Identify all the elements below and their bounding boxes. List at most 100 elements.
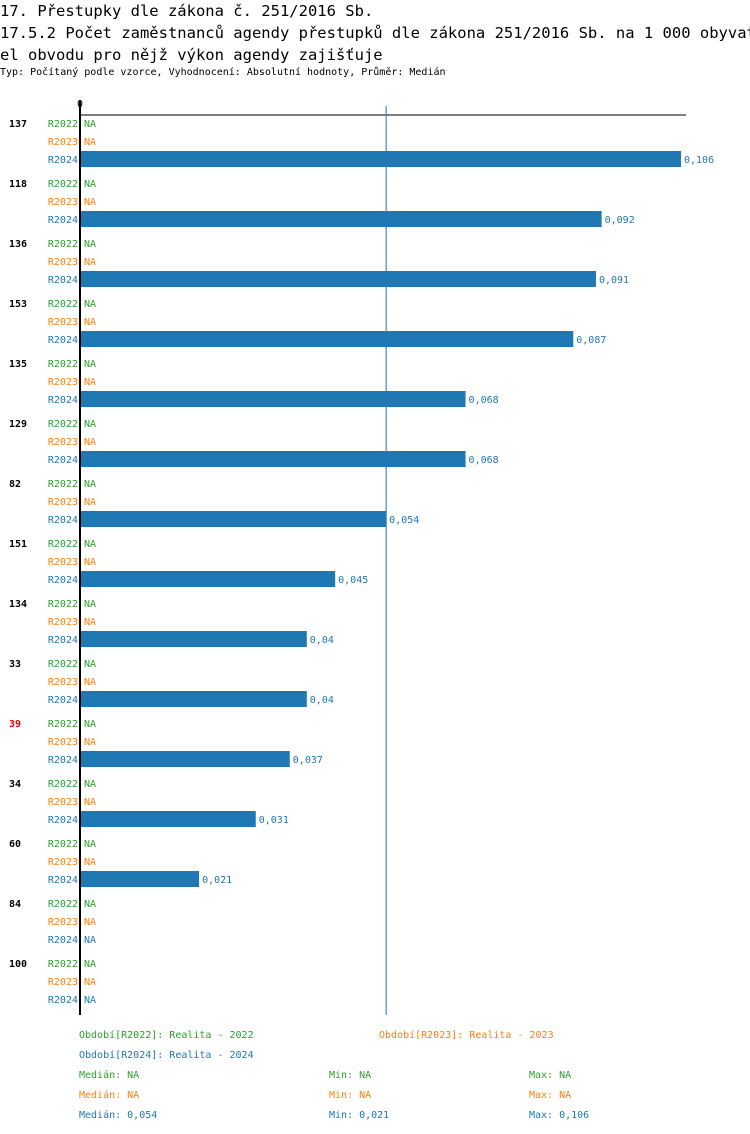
series-label: R2023 bbox=[48, 377, 78, 388]
stat-median-r2023: Medián: NA bbox=[79, 1090, 140, 1101]
series-label: R2022 bbox=[48, 119, 78, 130]
series-label: R2022 bbox=[48, 299, 78, 310]
bar-R2024-135 bbox=[80, 391, 466, 407]
na-label: NA bbox=[84, 779, 96, 790]
category-label: 137 bbox=[9, 119, 27, 130]
series-label: R2024 bbox=[48, 935, 78, 946]
na-label: NA bbox=[84, 719, 96, 730]
na-label: NA bbox=[84, 857, 96, 868]
category-label: 135 bbox=[9, 359, 27, 370]
na-label: NA bbox=[84, 257, 96, 268]
na-label: NA bbox=[84, 995, 96, 1006]
na-label: NA bbox=[84, 239, 96, 250]
bar-R2024-82 bbox=[80, 511, 387, 527]
na-label: NA bbox=[84, 299, 96, 310]
na-label: NA bbox=[84, 479, 96, 490]
series-label: R2024 bbox=[48, 815, 78, 826]
stat-min-r2024: Min: 0,021 bbox=[329, 1110, 390, 1121]
series-label: R2023 bbox=[48, 917, 78, 928]
data-label: 0,045 bbox=[338, 575, 368, 586]
series-label: R2024 bbox=[48, 155, 78, 166]
data-label: 0,031 bbox=[259, 815, 289, 826]
series-label: R2023 bbox=[48, 677, 78, 688]
series-label: R2024 bbox=[48, 455, 78, 466]
na-label: NA bbox=[84, 437, 96, 448]
series-label: R2022 bbox=[48, 179, 78, 190]
series-label: R2022 bbox=[48, 899, 78, 910]
series-label: R2023 bbox=[48, 437, 78, 448]
category-label: 82 bbox=[9, 479, 21, 490]
data-label: 0,021 bbox=[202, 875, 232, 886]
stat-median-r2022: Medián: NA bbox=[79, 1070, 140, 1081]
series-label: R2024 bbox=[48, 875, 78, 886]
bar-R2024-60 bbox=[80, 871, 200, 887]
na-label: NA bbox=[84, 737, 96, 748]
series-label: R2023 bbox=[48, 557, 78, 568]
legend-r2023: Období[R2023]: Realita - 2023 bbox=[379, 1030, 554, 1041]
series-label: R2024 bbox=[48, 995, 78, 1006]
data-label: 0,04 bbox=[310, 635, 334, 646]
series-label: R2022 bbox=[48, 719, 78, 730]
na-label: NA bbox=[84, 119, 96, 130]
series-label: R2024 bbox=[48, 515, 78, 526]
category-label: 60 bbox=[9, 839, 21, 850]
na-label: NA bbox=[84, 617, 96, 628]
na-label: NA bbox=[84, 959, 96, 970]
series-label: R2024 bbox=[48, 215, 78, 226]
chart-meta: Typ: Počítaný podle vzorce, Vyhodnocení:… bbox=[0, 67, 446, 78]
series-label: R2024 bbox=[48, 635, 78, 646]
series-label: R2023 bbox=[48, 617, 78, 628]
series-label: R2022 bbox=[48, 599, 78, 610]
category-label: 100 bbox=[9, 959, 27, 970]
series-label: R2023 bbox=[48, 137, 78, 148]
stat-min-r2023: Min: NA bbox=[329, 1090, 372, 1101]
na-label: NA bbox=[84, 179, 96, 190]
legend-r2022: Období[R2022]: Realita - 2022 bbox=[79, 1030, 254, 1041]
legend-r2024: Období[R2024]: Realita - 2024 bbox=[79, 1050, 254, 1061]
series-label: R2022 bbox=[48, 839, 78, 850]
series-label: R2022 bbox=[48, 959, 78, 970]
category-label: 34 bbox=[9, 779, 21, 790]
category-label: 39 bbox=[9, 719, 21, 730]
page-title: 17. Přestupky dle zákona č. 251/2016 Sb. bbox=[0, 2, 374, 20]
na-label: NA bbox=[84, 359, 96, 370]
category-label: 33 bbox=[9, 659, 21, 670]
na-label: NA bbox=[84, 419, 96, 430]
category-label: 136 bbox=[9, 239, 27, 250]
category-label: 84 bbox=[9, 899, 21, 910]
bar-R2024-151 bbox=[80, 571, 336, 587]
series-label: R2023 bbox=[48, 737, 78, 748]
na-label: NA bbox=[84, 797, 96, 808]
bar-R2024-39 bbox=[80, 751, 290, 767]
series-label: R2023 bbox=[48, 497, 78, 508]
na-label: NA bbox=[84, 137, 96, 148]
category-label: 151 bbox=[9, 539, 27, 550]
na-label: NA bbox=[84, 539, 96, 550]
category-label: 134 bbox=[9, 599, 27, 610]
series-label: R2024 bbox=[48, 395, 78, 406]
series-label: R2023 bbox=[48, 797, 78, 808]
bar-R2024-134 bbox=[80, 631, 307, 647]
bar-R2024-129 bbox=[80, 451, 466, 467]
category-label: 153 bbox=[9, 299, 27, 310]
series-label: R2023 bbox=[48, 257, 78, 268]
bar-R2024-33 bbox=[80, 691, 307, 707]
series-label: R2024 bbox=[48, 695, 78, 706]
series-label: R2023 bbox=[48, 977, 78, 988]
na-label: NA bbox=[84, 197, 96, 208]
bar-R2024-118 bbox=[80, 211, 602, 227]
bar-R2024-137 bbox=[80, 151, 681, 167]
na-label: NA bbox=[84, 899, 96, 910]
series-label: R2022 bbox=[48, 779, 78, 790]
series-label: R2024 bbox=[48, 575, 78, 586]
category-label: 118 bbox=[9, 179, 27, 190]
stat-median-r2024: Medián: 0,054 bbox=[79, 1110, 158, 1121]
series-label: R2022 bbox=[48, 659, 78, 670]
series-label: R2024 bbox=[48, 755, 78, 766]
series-label: R2022 bbox=[48, 359, 78, 370]
na-label: NA bbox=[84, 977, 96, 988]
na-label: NA bbox=[84, 677, 96, 688]
data-label: 0,106 bbox=[684, 155, 714, 166]
data-label: 0,037 bbox=[293, 755, 323, 766]
data-label: 0,068 bbox=[469, 395, 499, 406]
